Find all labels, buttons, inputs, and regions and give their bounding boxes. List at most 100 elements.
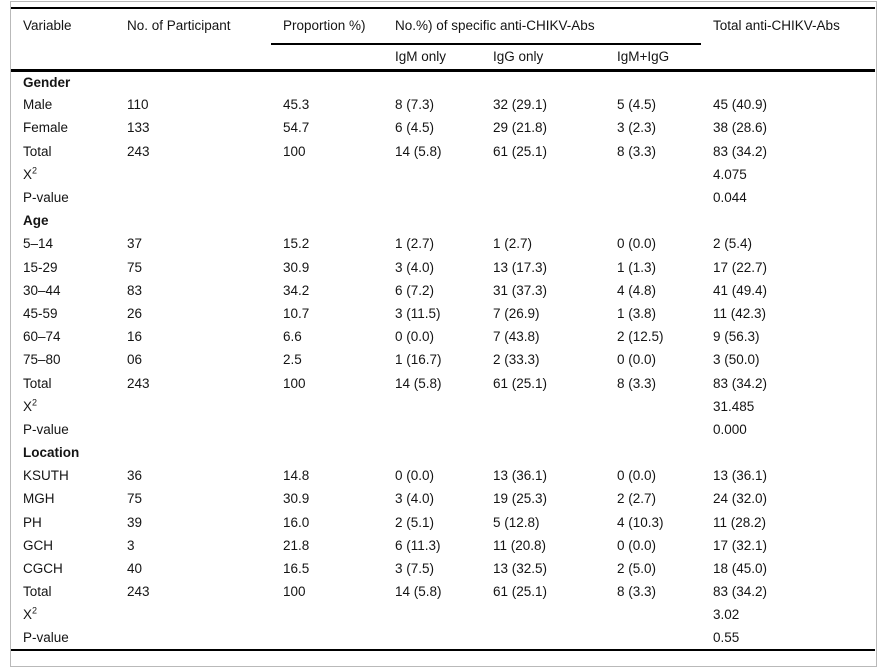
cell-participants: 36: [127, 468, 143, 484]
cell-total: 24 (32.0): [713, 491, 768, 507]
table-row: 75–80 06 2.5 1 (16.7) 2 (33.3) 0 (0.0) 3…: [11, 348, 875, 371]
table-row: GCH 3 21.8 6 (11.3) 11 (20.8) 0 (0.0) 17…: [11, 534, 875, 557]
cell-igm-igg: 1 (1.3): [617, 259, 657, 275]
cell-total: 83 (34.2): [713, 375, 768, 391]
cell-proportion: 6.6: [283, 329, 302, 345]
empty-cell: [115, 209, 875, 232]
cell-igm-only: 3 (7.5): [395, 561, 435, 577]
cell-total: 17 (22.7): [713, 259, 768, 275]
cell-igg-only: 11 (20.8): [493, 537, 547, 553]
chi-square-value: 4.075: [713, 166, 747, 182]
cell-total: 45 (40.9): [713, 97, 768, 113]
anti-chikv-abs-table: Variable No. of Participant Proportion %…: [11, 7, 876, 651]
section-header-row-location: Location: [11, 441, 875, 464]
header-row-sub: IgM only IgG only IgM+IgG: [11, 44, 875, 70]
col-header-specific-group: No.%) of specific anti-CHIKV-Abs: [383, 8, 702, 45]
cell-igg-only: 1 (2.7): [493, 236, 533, 252]
cell-variable: MGH: [23, 491, 55, 507]
chi-base: X: [23, 607, 33, 623]
cell-proportion: 14.8: [283, 468, 310, 484]
cell-igm-igg: 8 (3.3): [617, 584, 657, 600]
table-row: PH 39 16.0 2 (5.1) 5 (12.8) 4 (10.3) 11 …: [11, 511, 875, 534]
cell-variable: 15-29: [23, 259, 58, 275]
chi-square-row: X2 4.075: [11, 163, 875, 186]
table-row: 60–74 16 6.6 0 (0.0) 7 (43.8) 2 (12.5) 9…: [11, 325, 875, 348]
cell-igm-igg: 0 (0.0): [617, 352, 657, 368]
cell-participants: 40: [127, 561, 143, 577]
p-value-row: P-value 0.044: [11, 186, 875, 209]
cell-total: 11 (42.3): [713, 305, 767, 321]
cell-igm-only: 6 (11.3): [395, 537, 441, 553]
cell-proportion: 100: [283, 375, 306, 391]
cell-proportion: 34.2: [283, 282, 310, 298]
cell-participants: 110: [127, 97, 149, 113]
section-title: Gender: [23, 74, 71, 90]
p-value-row: P-value 0.000: [11, 418, 875, 441]
cell-participants: 3: [127, 537, 135, 553]
cell-proportion: 21.8: [283, 537, 310, 553]
cell-participants: 133: [127, 120, 150, 136]
cell-total: 3 (50.0): [713, 352, 760, 368]
chi-square-label: X2: [11, 163, 115, 186]
cell-participants: 75: [127, 491, 143, 507]
cell-igg-only: 13 (17.3): [493, 259, 548, 275]
section-header-row-gender: Gender: [11, 70, 875, 93]
p-value-value: 0.000: [713, 421, 747, 437]
table-row: 45-59 26 10.7 3 (11.5) 7 (26.9) 1 (3.8) …: [11, 302, 875, 325]
cell-igm-only: 1 (16.7): [395, 352, 442, 368]
cell-proportion: 10.7: [283, 305, 310, 321]
table-figure: Variable No. of Participant Proportion %…: [10, 1, 877, 667]
empty-cell: [115, 70, 875, 93]
cell-participants: 39: [127, 514, 143, 530]
empty-cell: [115, 186, 701, 209]
cell-igm-only: 6 (4.5): [395, 120, 435, 136]
chi-sup: 2: [32, 605, 38, 616]
empty-cell: [115, 603, 701, 626]
cell-total: 38 (28.6): [713, 120, 768, 136]
table-header: Variable No. of Participant Proportion %…: [11, 8, 876, 70]
empty-cell: [115, 163, 701, 186]
cell-variable: Total: [23, 584, 52, 600]
cell-igg-only: 61 (25.1): [493, 143, 548, 159]
cell-variable: Total: [23, 143, 52, 159]
cell-igm-only: 3 (11.5): [395, 305, 441, 321]
p-value-value: 0.044: [713, 190, 747, 206]
cell-igg-only: 13 (36.1): [493, 468, 548, 484]
p-value-label: P-value: [23, 630, 69, 646]
cell-participants: 26: [127, 305, 143, 321]
cell-igg-only: 7 (43.8): [493, 329, 540, 345]
cell-igg-only: 19 (25.3): [493, 491, 548, 507]
cell-participants: 83: [127, 282, 143, 298]
cell-proportion: 45.3: [283, 97, 310, 113]
cell-igm-only: 0 (0.0): [395, 329, 435, 345]
cell-proportion: 30.9: [283, 491, 310, 507]
cell-proportion: 2.5: [283, 352, 302, 368]
cell-proportion: 15.2: [283, 236, 310, 252]
cell-igg-only: 31 (37.3): [493, 282, 548, 298]
cell-igm-igg: 3 (2.3): [617, 120, 657, 136]
table-row: Total 243 100 14 (5.8) 61 (25.1) 8 (3.3)…: [11, 371, 875, 394]
table-row: Female 133 54.7 6 (4.5) 29 (21.8) 3 (2.3…: [11, 116, 875, 139]
cell-igg-only: 29 (21.8): [493, 120, 548, 136]
table-row: MGH 75 30.9 3 (4.0) 19 (25.3) 2 (2.7) 24…: [11, 487, 875, 510]
cell-igm-igg: 5 (4.5): [617, 97, 657, 113]
cell-total: 11 (28.2): [713, 514, 767, 530]
cell-variable: 5–14: [23, 236, 54, 252]
table-row: Total 243 100 14 (5.8) 61 (25.1) 8 (3.3)…: [11, 580, 875, 603]
subheader-igg-only: IgG only: [493, 49, 544, 65]
table-body: Gender Male 110 45.3 8 (7.3) 32 (29.1) 5…: [11, 70, 875, 650]
empty-subheader: [271, 44, 383, 70]
cell-total: 83 (34.2): [713, 143, 768, 159]
cell-igm-only: 14 (5.8): [395, 143, 442, 159]
cell-variable: GCH: [23, 537, 53, 553]
cell-participants: 16: [127, 329, 143, 345]
cell-proportion: 100: [283, 584, 306, 600]
cell-igm-only: 1 (2.7): [395, 236, 435, 252]
chi-base: X: [23, 166, 33, 182]
cell-igm-igg: 0 (0.0): [617, 537, 657, 553]
p-value-row: P-value 0.55: [11, 627, 875, 650]
cell-participants: 75: [127, 259, 143, 275]
empty-cell: [115, 441, 875, 464]
cell-variable: 60–74: [23, 329, 61, 345]
cell-participants: 37: [127, 236, 143, 252]
